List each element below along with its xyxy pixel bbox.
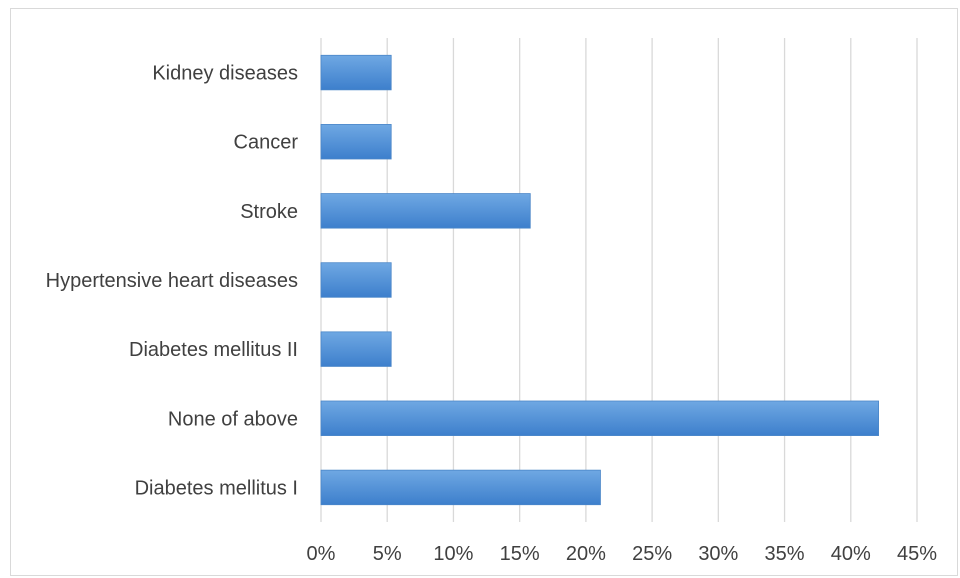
- x-tick-label: 5%: [373, 543, 402, 565]
- bars: [320, 54, 879, 506]
- chart-frame: [10, 8, 958, 576]
- x-tick-label: 15%: [500, 543, 540, 565]
- category-label: Hypertensive heart diseases: [46, 270, 298, 292]
- bar-4: [320, 331, 392, 367]
- x-tick-label: 40%: [831, 543, 871, 565]
- x-tick-label: 45%: [897, 543, 937, 565]
- x-tick-label: 10%: [433, 543, 473, 565]
- bar-5: [320, 400, 879, 436]
- category-labels: Kidney diseases Cancer Stroke Hypertensive …: [46, 63, 299, 500]
- category-label: Diabetes mellitus II: [129, 339, 298, 361]
- x-tick-label: 30%: [698, 543, 738, 565]
- category-label: Diabetes mellitus I: [135, 477, 298, 499]
- bar-1: [320, 124, 392, 160]
- bar-0: [320, 54, 392, 91]
- category-label: Cancer: [234, 132, 299, 154]
- category-label: Kidney diseases: [152, 63, 298, 85]
- bar-6: [320, 469, 601, 506]
- x-tick-label: 25%: [632, 543, 672, 565]
- x-tick-labels: 0% 5% 10% 15% 20% 25% 30% 35% 40% 45%: [307, 543, 938, 565]
- bar-2: [320, 193, 531, 229]
- x-tick-label: 0%: [307, 543, 336, 565]
- category-label: None of above: [168, 408, 298, 430]
- x-tick-label: 35%: [765, 543, 805, 565]
- category-label: Stroke: [240, 201, 298, 223]
- bar-3: [320, 262, 392, 298]
- x-tick-label: 20%: [566, 543, 606, 565]
- gridlines: [320, 38, 918, 522]
